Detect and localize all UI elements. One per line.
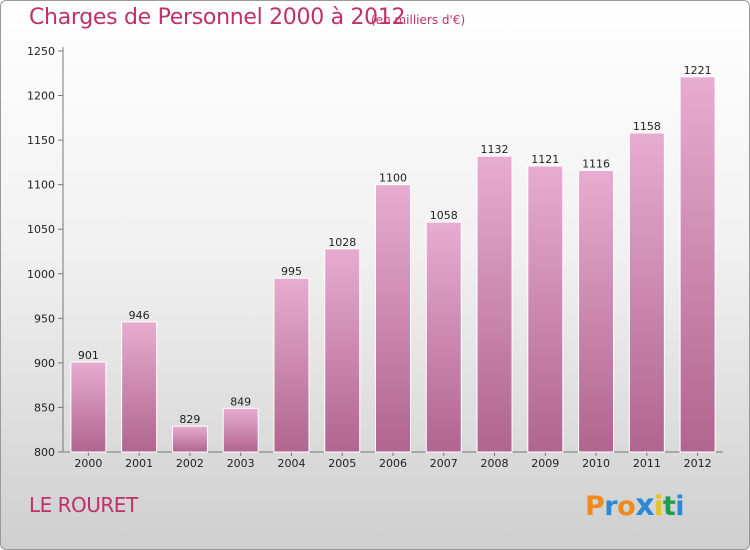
- data-label: 829: [179, 413, 200, 426]
- y-tick-label: 1150: [27, 134, 55, 147]
- chart-bars: [70, 76, 716, 453]
- x-tick-label: 2006: [379, 457, 407, 470]
- x-tick-label: 2012: [684, 457, 712, 470]
- data-label: 1132: [481, 143, 509, 156]
- x-tick-label: 2008: [481, 457, 509, 470]
- chart-subtitle: (en milliers d'€): [371, 13, 466, 27]
- data-label: 1116: [582, 157, 610, 170]
- y-tick-label: 850: [34, 401, 55, 414]
- y-tick-label: 1100: [27, 179, 55, 192]
- data-label: 1158: [633, 120, 661, 133]
- x-tick-label: 2010: [582, 457, 610, 470]
- bar-2012: [679, 76, 716, 453]
- x-tick-label: 2000: [74, 457, 102, 470]
- data-label: 1221: [684, 64, 712, 77]
- data-label: 1100: [379, 172, 407, 185]
- bar-2003: [222, 407, 259, 453]
- x-tick-label: 2003: [227, 457, 255, 470]
- x-tick-label: 2001: [125, 457, 153, 470]
- x-tick-label: 2004: [277, 457, 305, 470]
- x-tick-label: 2007: [430, 457, 458, 470]
- place-name: LE ROURET: [29, 493, 138, 517]
- data-label: 995: [281, 265, 302, 278]
- bar-2006: [375, 184, 411, 453]
- logo-letter: P: [585, 491, 605, 522]
- x-tick-label: 2002: [176, 457, 204, 470]
- bar-2002: [171, 425, 208, 453]
- x-tick-label: 2005: [328, 457, 356, 470]
- bar-2008: [476, 155, 513, 453]
- data-label: 849: [230, 395, 251, 408]
- bar-2009: [527, 165, 564, 453]
- bar-2007: [425, 221, 462, 453]
- y-tick-label: 950: [34, 312, 55, 325]
- logo-letter: i: [654, 491, 663, 522]
- y-tick-label: 1000: [27, 268, 55, 281]
- bar-2005: [324, 248, 361, 453]
- bar-2011: [628, 132, 665, 453]
- chart-axes: 800 850 900 950 1000 1050 1100 1150 1200 1250: [27, 45, 723, 459]
- chart-labels: 2000 901 2001 946 2002 829 2003 849 2004 995 2005 1…: [74, 64, 711, 470]
- y-tick-label: 1250: [27, 45, 55, 58]
- logo-letter: t: [662, 491, 676, 522]
- bar-2001: [121, 321, 158, 453]
- logo-letter: r: [604, 491, 618, 522]
- proxiti-logo: Proxiti: [585, 488, 684, 523]
- bar-2000: [70, 361, 107, 453]
- logo-letter: i: [675, 491, 684, 522]
- logo-letter: x: [635, 488, 655, 523]
- data-label: 901: [78, 349, 99, 362]
- data-label: 946: [129, 309, 150, 322]
- data-label: 1028: [328, 236, 356, 249]
- logo-letter: o: [617, 491, 636, 522]
- data-label: 1121: [531, 153, 559, 166]
- data-label: 1058: [430, 209, 458, 222]
- x-tick-label: 2009: [531, 457, 559, 470]
- y-tick-label: 800: [34, 446, 55, 459]
- y-tick-label: 1200: [27, 90, 55, 103]
- y-tick-label: 1050: [27, 223, 55, 236]
- bar-2004: [273, 277, 310, 453]
- chart-title: Charges de Personnel 2000 à 2012: [29, 5, 406, 30]
- x-tick-label: 2011: [633, 457, 661, 470]
- y-tick-label: 900: [34, 357, 55, 370]
- bar-2010: [578, 169, 615, 453]
